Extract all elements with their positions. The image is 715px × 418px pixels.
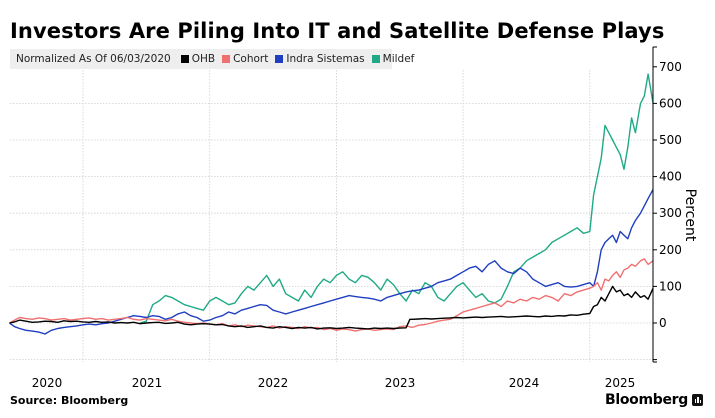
legend-item-cohort: Cohort bbox=[222, 53, 268, 65]
grid bbox=[10, 70, 653, 362]
chart-title: Investors Are Piling Into IT and Satelli… bbox=[10, 19, 665, 43]
legend-item-ohb: OHB bbox=[180, 53, 216, 65]
x-tick-label: 2025 bbox=[605, 376, 636, 390]
legend-note: Normalized As Of 06/03/2020 bbox=[16, 53, 171, 65]
x-tick-label: 2020 bbox=[32, 376, 63, 390]
legend-swatch-cohort bbox=[222, 55, 231, 63]
y-tick-label: 600 bbox=[659, 96, 682, 110]
legend-label: Mildef bbox=[382, 53, 415, 65]
legend-item-mildef: Mildef bbox=[371, 53, 415, 65]
brand-name: Bloomberg bbox=[604, 392, 688, 408]
x-tick-label: 2021 bbox=[132, 376, 163, 390]
y-tick-label: 200 bbox=[659, 243, 682, 257]
x-axis-labels: 2020 2021 2022 2023 2024 2025 bbox=[32, 376, 636, 390]
legend-label: OHB bbox=[191, 53, 216, 65]
y-tick-label: 100 bbox=[659, 279, 682, 293]
y-tick-label: 300 bbox=[659, 206, 682, 220]
series-line-cohort bbox=[9, 258, 654, 332]
y-axis-title: Percent bbox=[682, 189, 698, 242]
source-note: Source: Bloomberg bbox=[10, 394, 129, 407]
legend-swatch-ohb bbox=[180, 55, 189, 63]
y-tick-label: 400 bbox=[659, 170, 682, 184]
series-group bbox=[9, 73, 654, 335]
x-tick-label: 2022 bbox=[258, 376, 289, 390]
x-tick-label: 2023 bbox=[385, 376, 416, 390]
legend-label: Cohort bbox=[233, 53, 269, 65]
legend-swatch-indra bbox=[275, 55, 284, 63]
y-tick-label: 0 bbox=[659, 316, 667, 330]
y-axis: 0 100 200 300 400 500 600 700 bbox=[652, 46, 682, 363]
legend-swatch-mildef bbox=[371, 55, 380, 63]
y-tick-label: 500 bbox=[659, 133, 682, 147]
series-line-ohb bbox=[9, 285, 654, 330]
series-line-indra-sistemas bbox=[9, 189, 654, 335]
y-tick-label: 700 bbox=[659, 60, 682, 74]
legend-label: Indra Sistemas bbox=[286, 53, 365, 65]
x-tick-label: 2024 bbox=[509, 376, 540, 390]
brand-logo: Bloomberg bbox=[605, 392, 703, 408]
legend: Normalized As Of 06/03/2020 OHB Cohort I… bbox=[10, 49, 414, 69]
series-line-mildef bbox=[139, 73, 654, 324]
bloomberg-terminal-icon bbox=[692, 394, 703, 406]
legend-item-indra: Indra Sistemas bbox=[275, 53, 365, 65]
